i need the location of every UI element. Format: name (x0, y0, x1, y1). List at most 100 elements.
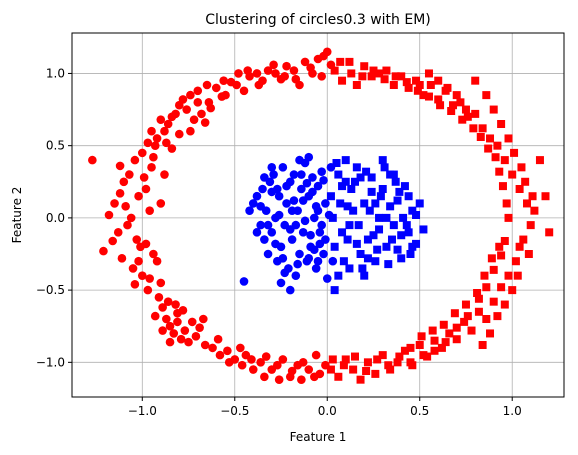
data-point-circle (302, 178, 312, 188)
data-point-square (395, 352, 404, 361)
data-point-square (375, 69, 384, 78)
data-point-circle (232, 80, 241, 90)
y-tick-label: 0.5 (46, 139, 65, 153)
data-point-circle (147, 163, 156, 172)
data-point-circle (202, 80, 212, 90)
data-point-circle (273, 360, 282, 370)
data-point-circle (260, 372, 269, 382)
data-point-square (452, 323, 461, 332)
data-point-square (513, 271, 522, 280)
data-point-square (502, 199, 511, 208)
data-point-circle (193, 98, 203, 107)
data-point-circle (313, 256, 323, 266)
data-point-square (434, 76, 443, 85)
data-point-circle (322, 274, 332, 283)
data-point-square (363, 254, 372, 263)
data-point-square (384, 260, 393, 269)
data-point-square (389, 81, 398, 89)
data-point-square (397, 254, 406, 263)
data-point-square (404, 192, 413, 201)
data-point-square (419, 91, 428, 100)
data-point-circle (308, 187, 317, 197)
data-point-square (519, 235, 528, 244)
data-point-square (515, 242, 524, 251)
data-point-circle (123, 220, 132, 230)
data-point-circle (197, 109, 206, 119)
y-tick-label: −0.5 (36, 283, 65, 297)
data-point-circle (178, 306, 188, 315)
data-point-square (436, 101, 445, 110)
data-point-square (371, 257, 380, 266)
data-point-square (526, 221, 535, 230)
data-point-square (339, 361, 348, 370)
data-point-square (426, 81, 435, 89)
data-points (88, 47, 554, 384)
data-point-circle (291, 74, 301, 84)
data-point-circle (186, 90, 195, 100)
data-point-square (478, 341, 487, 349)
data-point-circle (113, 228, 123, 237)
data-point-square (326, 192, 335, 201)
data-point-circle (193, 86, 203, 96)
data-point-square (523, 199, 532, 208)
data-point-square (413, 86, 422, 95)
data-point-square (406, 358, 415, 367)
data-point-square (473, 289, 482, 297)
data-point-circle (298, 358, 308, 367)
data-point-circle (223, 346, 232, 356)
data-point-square (347, 69, 356, 78)
data-point-square (397, 231, 406, 240)
data-point-circle (319, 176, 328, 185)
data-point-circle (328, 256, 338, 266)
data-point-circle (237, 360, 247, 370)
data-point-square (545, 228, 554, 237)
data-point-square (352, 239, 361, 248)
data-point-square (484, 144, 493, 153)
data-point-circle (165, 321, 175, 331)
data-point-square (424, 69, 433, 78)
data-point-square (391, 72, 400, 81)
data-point-circle (239, 86, 249, 96)
data-point-circle (306, 63, 315, 72)
y-tick-label: −1.0 (36, 355, 65, 369)
y-axis-label: Feature 2 (10, 187, 24, 244)
data-point-square (382, 66, 391, 75)
data-point-circle (156, 278, 166, 288)
data-point-circle (115, 189, 125, 198)
data-point-square (497, 120, 506, 128)
data-point-circle (289, 170, 299, 179)
data-point-circle (141, 184, 151, 194)
data-point-square (334, 170, 343, 179)
data-point-circle (300, 57, 310, 67)
data-point-square (371, 199, 380, 208)
data-point-square (406, 343, 415, 352)
data-point-circle (321, 199, 330, 208)
data-point-square (480, 271, 489, 280)
data-point-square (350, 177, 359, 186)
data-point-circle (247, 355, 256, 364)
data-point-square (521, 177, 530, 186)
data-point-circle (282, 199, 291, 208)
data-point-square (393, 245, 402, 254)
data-point-circle (160, 126, 169, 136)
data-point-square (367, 72, 376, 81)
data-point-circle (304, 152, 314, 162)
data-point-circle (258, 184, 267, 194)
data-point-circle (206, 103, 216, 113)
data-point-circle (274, 191, 284, 201)
data-point-circle (152, 256, 162, 266)
data-point-square (376, 192, 385, 201)
data-point-circle (143, 285, 153, 295)
x-tick-label: 0.0 (318, 404, 337, 418)
data-point-square (367, 173, 376, 182)
data-point-circle (256, 220, 265, 230)
data-point-square (541, 192, 550, 201)
data-point-circle (110, 199, 119, 208)
data-point-square (356, 375, 365, 384)
data-point-square (461, 105, 470, 114)
data-point-square (439, 320, 448, 329)
data-point-circle (317, 220, 326, 230)
data-point-square (375, 225, 384, 234)
data-point-square (404, 83, 413, 92)
